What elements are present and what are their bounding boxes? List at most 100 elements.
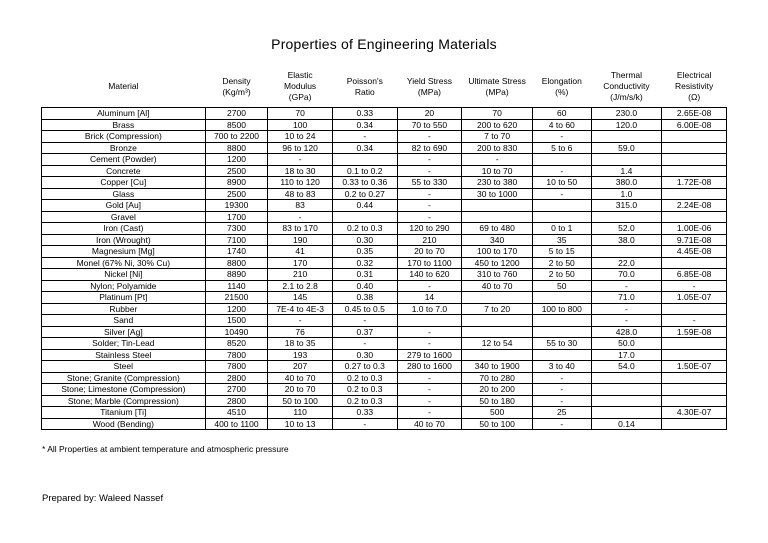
table-cell: 0.30 bbox=[331, 233, 398, 247]
table-cell: 170 bbox=[267, 256, 333, 270]
table-cell: 96 to 120 bbox=[267, 141, 333, 155]
table-cell: 7 to 20 bbox=[461, 302, 533, 316]
column-header: Electrical Resistivity (Ω) bbox=[675, 70, 714, 103]
table-cell: 0.40 bbox=[331, 279, 398, 293]
table-cell: 0.44 bbox=[331, 199, 398, 212]
table-row: Steel 7800 207 0.27 to 0.3 280 to 1600 340 to… bbox=[41, 360, 727, 373]
column-header: Poisson's Ratio bbox=[346, 75, 383, 97]
table-cell: 210 bbox=[267, 268, 333, 281]
table-cell: Nylon; Polyamide bbox=[41, 279, 206, 293]
table-cell: 200 to 830 bbox=[461, 141, 533, 155]
table-cell: - bbox=[396, 210, 463, 224]
table-cell: 1.59E-08 bbox=[661, 325, 727, 339]
table-cell: 110 to 120 bbox=[267, 176, 333, 189]
table-cell: - bbox=[661, 279, 727, 293]
table-cell: 4 to 60 bbox=[531, 118, 592, 132]
table-cell: 5 to 6 bbox=[531, 141, 592, 155]
table-cell: 0.38 bbox=[331, 291, 398, 304]
table-cell bbox=[531, 348, 592, 362]
table-cell: 100 bbox=[267, 118, 333, 132]
table-cell bbox=[461, 348, 533, 362]
table-cell: 70 to 280 bbox=[461, 371, 533, 385]
table-cell: 0.33 bbox=[331, 406, 398, 419]
table-cell: 207 bbox=[267, 360, 333, 373]
table-cell bbox=[661, 337, 727, 350]
table-cell: 70 bbox=[267, 107, 333, 120]
table-cell: Iron (Cast) bbox=[41, 222, 206, 235]
table-cell: 6.00E-08 bbox=[661, 118, 727, 132]
table-cell: - bbox=[396, 199, 463, 212]
column-header: Yield Stress (MPa) bbox=[406, 75, 452, 97]
table-cell: 200 to 620 bbox=[461, 118, 533, 132]
table-cell: 7300 bbox=[204, 222, 269, 235]
table-cell bbox=[661, 302, 727, 316]
table-cell: - bbox=[531, 130, 592, 143]
table-row: Iron (Wrought) 7100 190 0.30 210 340 35 38.0 9.7… bbox=[41, 233, 727, 247]
table-cell: 5 to 15 bbox=[531, 245, 592, 258]
table-cell: - bbox=[396, 394, 463, 408]
table-cell: 0 to 1 bbox=[531, 222, 592, 235]
table-cell: 500 bbox=[461, 406, 533, 419]
table-cell: 1700 bbox=[204, 210, 269, 224]
table-cell: Aluminum [Al] bbox=[41, 107, 206, 120]
table-cell: 0.33 bbox=[331, 107, 398, 120]
table-cell: 35 bbox=[531, 233, 592, 247]
table-cell: 48 to 83 bbox=[267, 187, 333, 201]
table-cell: 50 bbox=[531, 279, 592, 293]
table-cell: Copper [Cu] bbox=[41, 176, 206, 189]
table-cell: 2500 bbox=[204, 164, 269, 178]
table-cell: 8520 bbox=[204, 337, 269, 350]
table-cell: - bbox=[461, 153, 533, 166]
table-cell: 12 to 54 bbox=[461, 337, 533, 350]
table-cell: 21500 bbox=[204, 291, 269, 304]
table-cell: - bbox=[267, 210, 333, 224]
table-cell: - bbox=[396, 371, 463, 385]
table-cell: Glass bbox=[41, 187, 206, 201]
table-cell bbox=[590, 371, 663, 385]
table-cell bbox=[590, 153, 663, 166]
table-cell bbox=[461, 325, 533, 339]
table-cell bbox=[661, 187, 727, 201]
table-cell: 2500 bbox=[204, 187, 269, 201]
table-cell: 10490 bbox=[204, 325, 269, 339]
table-cell: - bbox=[331, 314, 398, 327]
column-header: Thermal Conductivity (J/m/s/k) bbox=[603, 70, 650, 103]
table-cell: - bbox=[590, 314, 663, 327]
table-body: Aluminum [Al] 2700 70 0.33 20 70 60 230.0 2.65E-… bbox=[41, 107, 727, 431]
table-cell: 2700 bbox=[204, 107, 269, 120]
table-cell: 22.0 bbox=[590, 256, 663, 270]
table-cell: 340 to 1900 bbox=[461, 360, 533, 373]
table-cell: 400 to 1100 bbox=[204, 417, 269, 431]
table-row: Bronze 8800 96 to 120 0.34 82 to 690 200 to 8… bbox=[41, 141, 727, 155]
table-cell bbox=[590, 245, 663, 258]
table-cell bbox=[531, 291, 592, 304]
column-header: Density (Kg/m³) bbox=[222, 75, 251, 97]
table-cell: 83 bbox=[267, 199, 333, 212]
table-cell: 30 to 1000 bbox=[461, 187, 533, 201]
table-cell: 170 to 1100 bbox=[396, 256, 463, 270]
table-cell: - bbox=[396, 130, 463, 143]
table-cell: 380.0 bbox=[590, 176, 663, 189]
table-cell bbox=[590, 130, 663, 143]
table-cell: 0.45 to 0.5 bbox=[331, 302, 398, 316]
table-cell: 76 bbox=[267, 325, 333, 339]
table-cell: 2800 bbox=[204, 371, 269, 385]
table-cell: 145 bbox=[267, 291, 333, 304]
table-cell: - bbox=[531, 417, 592, 431]
table-cell: 8900 bbox=[204, 176, 269, 189]
table-cell: - bbox=[531, 383, 592, 396]
table-cell: Brass bbox=[41, 118, 206, 132]
table-row: Brick (Compression) 700 to 2200 10 to 24- -… bbox=[41, 130, 727, 143]
table-cell bbox=[461, 291, 533, 304]
table-cell: 18 to 30 bbox=[267, 164, 333, 178]
table-cell: 70 bbox=[461, 107, 533, 120]
table-row: Concrete 2500 18 to 30 0.1 to 0.2-10 to 70-… bbox=[41, 164, 727, 178]
table-cell: - bbox=[531, 394, 592, 408]
table-cell bbox=[331, 210, 398, 224]
column-header: Material bbox=[108, 81, 139, 92]
table-cell: 19300 bbox=[204, 199, 269, 212]
table-cell: - bbox=[396, 337, 463, 350]
table-cell: 1500 bbox=[204, 314, 269, 327]
table-cell: 10 to 24 bbox=[267, 130, 333, 143]
table-cell: 52.0 bbox=[590, 222, 663, 235]
